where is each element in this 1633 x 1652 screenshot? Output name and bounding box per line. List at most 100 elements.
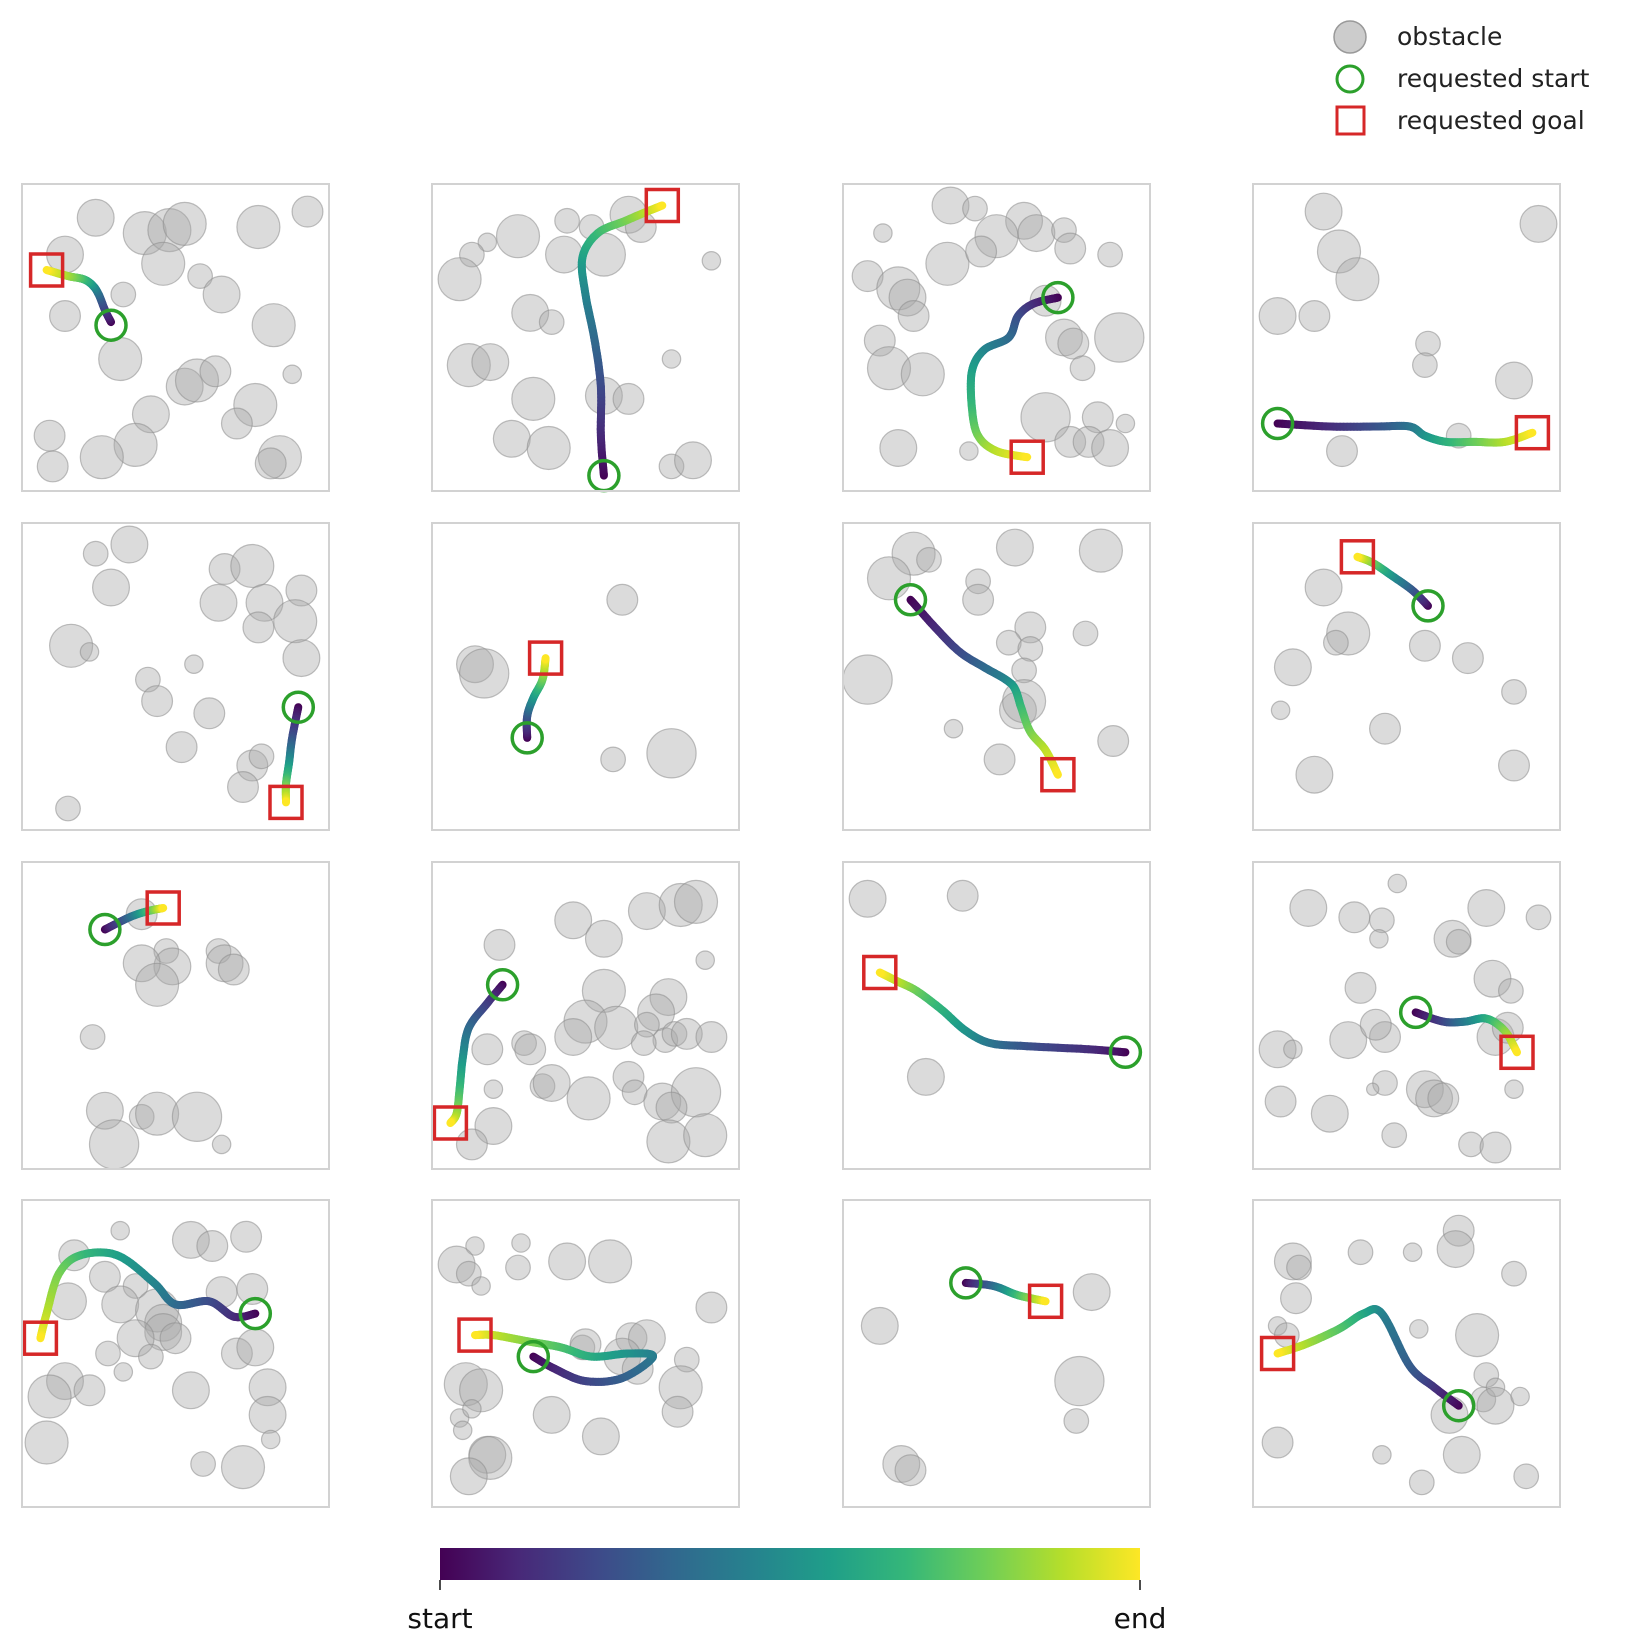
legend-goal-label: requested goal xyxy=(1397,106,1585,135)
obstacle xyxy=(1519,204,1558,243)
start-marker xyxy=(94,308,128,342)
obstacle xyxy=(1072,1273,1111,1312)
colorbar: start end xyxy=(407,1548,1166,1635)
obstacle xyxy=(273,599,318,644)
panel-8 xyxy=(1252,522,1561,831)
panel-frame xyxy=(1252,183,1561,492)
obstacle xyxy=(1445,928,1472,955)
obstacle xyxy=(1097,241,1123,268)
goal-marker xyxy=(22,1320,59,1356)
obstacle xyxy=(220,407,253,440)
obstacle xyxy=(291,195,324,228)
obstacle xyxy=(581,1417,620,1456)
goal-marker xyxy=(1514,414,1551,451)
legend-obstacle-marker xyxy=(1333,20,1367,54)
obstacle xyxy=(670,1017,703,1050)
goal-marker xyxy=(28,252,65,288)
obstacle xyxy=(1057,327,1090,360)
obstacle xyxy=(843,654,893,705)
obstacle xyxy=(79,642,100,662)
start-marker xyxy=(88,912,122,947)
goal-marker xyxy=(1339,539,1376,575)
obstacle xyxy=(1338,901,1371,934)
obstacle xyxy=(587,1239,633,1284)
start-marker xyxy=(1441,1388,1476,1423)
obstacle xyxy=(1289,888,1328,927)
obstacle xyxy=(1264,1085,1297,1118)
obstacle xyxy=(848,879,887,918)
obstacle xyxy=(437,1245,476,1284)
panel-4 xyxy=(1252,183,1561,492)
obstacle xyxy=(1411,352,1438,379)
trajectory xyxy=(446,980,507,1127)
obstacle xyxy=(141,685,174,718)
obstacle xyxy=(465,1236,485,1256)
goal-marker xyxy=(1259,1335,1296,1372)
obstacle xyxy=(483,928,516,961)
obstacle xyxy=(24,1420,69,1465)
obstacle xyxy=(863,324,896,357)
obstacle xyxy=(1347,1239,1374,1266)
obstacle xyxy=(1273,1242,1312,1281)
obstacle xyxy=(1497,978,1524,1004)
obstacle xyxy=(1372,1445,1392,1465)
obstacle xyxy=(171,1220,210,1259)
obstacle xyxy=(649,978,688,1017)
obstacle xyxy=(1513,1463,1540,1490)
obstacle xyxy=(1525,904,1552,931)
obstacle xyxy=(900,352,945,397)
obstacle xyxy=(532,1395,571,1434)
obstacle xyxy=(946,879,979,912)
start-marker xyxy=(1411,589,1445,623)
obstacle xyxy=(1501,1260,1527,1287)
obstacle xyxy=(1054,1355,1105,1407)
obstacle xyxy=(532,1063,571,1102)
colorbar-end-label: end xyxy=(1114,1602,1167,1635)
trajectory xyxy=(966,293,1062,462)
obstacle xyxy=(1387,873,1408,894)
obstacle xyxy=(1409,1319,1429,1339)
obstacle xyxy=(1504,1079,1524,1099)
obstacle xyxy=(27,1374,72,1419)
obstacle xyxy=(505,1254,531,1281)
obstacle xyxy=(1261,1426,1294,1459)
panel-plot-area xyxy=(851,186,1145,468)
obstacle xyxy=(110,281,137,308)
obstacle xyxy=(866,346,912,391)
obstacle xyxy=(1369,928,1389,949)
obstacle xyxy=(594,1005,639,1050)
obstacle xyxy=(630,1030,657,1056)
panel-frame xyxy=(1252,861,1561,1170)
panel-9 xyxy=(21,861,330,1170)
panel-15 xyxy=(842,1199,1151,1508)
obstacle xyxy=(612,382,645,415)
obstacle xyxy=(526,425,571,471)
obstacle xyxy=(171,1091,223,1143)
obstacle xyxy=(1017,636,1044,662)
obstacle xyxy=(1078,528,1124,573)
obstacle xyxy=(995,528,1034,567)
obstacle xyxy=(701,250,722,271)
trajectory xyxy=(281,703,303,807)
panel-frame xyxy=(1252,522,1561,831)
obstacle xyxy=(456,645,495,684)
panel-plot-area xyxy=(437,195,722,480)
obstacle xyxy=(621,1079,648,1106)
start-marker xyxy=(949,1266,983,1300)
obstacle xyxy=(1286,1254,1312,1281)
obstacle xyxy=(873,223,893,243)
panel-plot-area xyxy=(79,898,250,1169)
panel-plot-area xyxy=(33,195,324,483)
obstacle xyxy=(1020,392,1071,443)
obstacle xyxy=(637,993,676,1032)
panel-frame xyxy=(842,1199,1151,1508)
panel-plot-area xyxy=(48,525,321,822)
obstacle xyxy=(695,1291,728,1324)
obstacle xyxy=(1283,1039,1303,1060)
obstacle xyxy=(131,395,170,434)
panel-7 xyxy=(842,522,1151,831)
obstacle xyxy=(449,1457,488,1496)
obstacle xyxy=(983,743,1016,776)
obstacle xyxy=(1402,1242,1423,1262)
